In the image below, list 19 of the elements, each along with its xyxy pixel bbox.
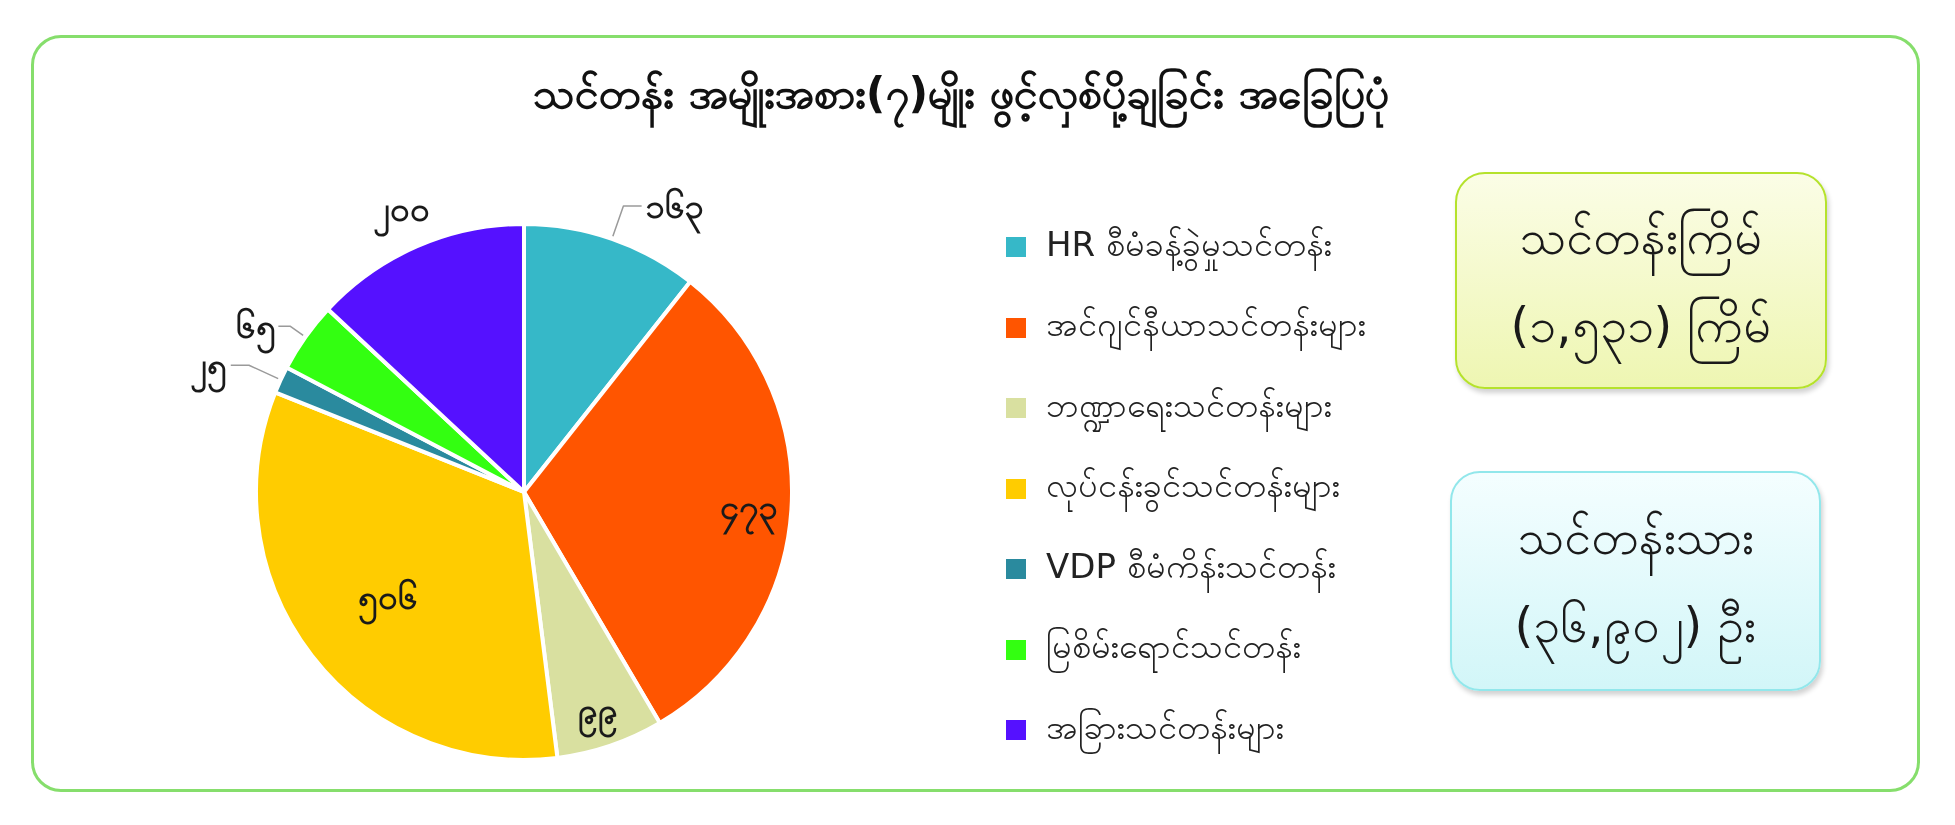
data-label: ၁၆၃	[645, 185, 704, 234]
data-label: ၆၅	[235, 306, 276, 355]
text: (၁,၅၃၁) ကြိမ်	[1510, 295, 1772, 366]
data-label: ၄၇၃	[719, 487, 778, 536]
text: သင်တန်းကြိမ်	[1520, 207, 1762, 278]
legend-label: မြစိမ်းရောင်သင်တန်း	[1046, 625, 1301, 675]
legend-label: ဘဏ္ဍာရေးသင်တန်းများ	[1046, 383, 1332, 434]
legend-label: HR စီမံခန့်ခွဲမှုသင်တန်း	[1046, 222, 1332, 273]
text: (၃၆,၉၀၂) ဦး	[1514, 596, 1757, 666]
data-label: ၉၉	[578, 690, 619, 739]
legend-label: VDP စီမံကိန်းသင်တန်း	[1046, 544, 1336, 595]
legend-label: အခြားသင်တန်းများ	[1046, 705, 1284, 756]
data-label: ၂၅	[189, 345, 227, 394]
legend-label: အင်ဂျင်နီယာသင်တန်းများ	[1046, 303, 1366, 353]
data-label: ၅၀၆	[358, 576, 419, 625]
data-label: ၂၀၀	[372, 189, 430, 238]
legend-label: လုပ်ငန်းခွင်သင်တန်းများ	[1046, 464, 1340, 514]
chart-title: သင်တန်း အမျိုးအစား(၇)မျိုး ဖွင့်လှစ်ပို့ချခြင်း အခြေပြပုံ	[531, 67, 1391, 129]
text: သင်တန်းသား	[1517, 508, 1754, 578]
